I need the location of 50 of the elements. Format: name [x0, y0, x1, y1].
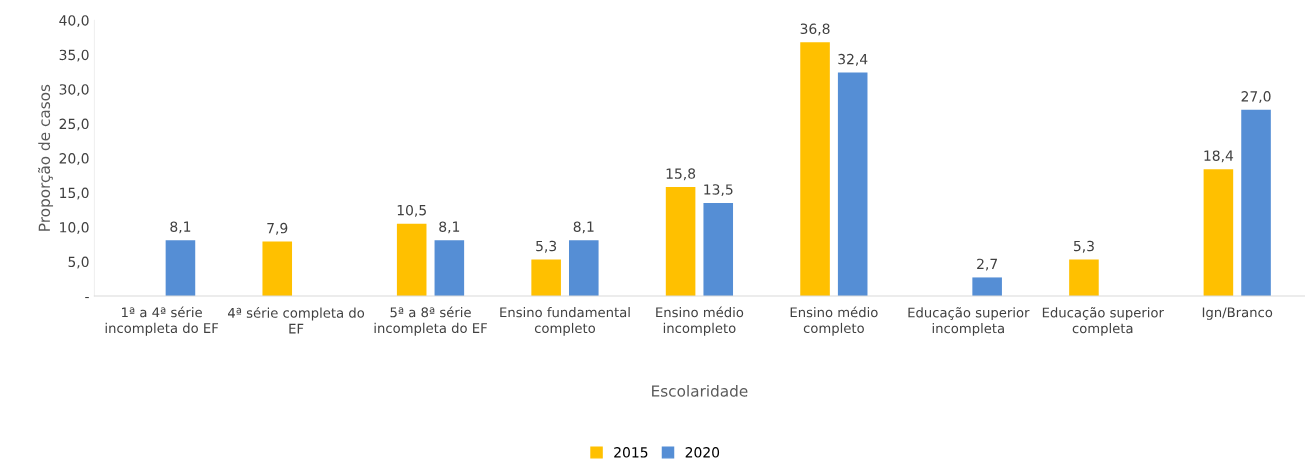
x-tick-label: 1ª a 4ª série incompleta do EF — [105, 306, 219, 336]
data-label: 36,8 — [800, 23, 830, 36]
bar — [800, 42, 830, 297]
y-tick-label: 20,0 — [59, 153, 89, 166]
data-label: 8,1 — [439, 221, 460, 234]
bar — [531, 259, 561, 297]
y-tick-label: - — [85, 296, 89, 299]
x-tick-label: Ign/Branco — [1202, 307, 1273, 320]
data-label: 10,5 — [397, 204, 426, 217]
bar — [262, 241, 293, 297]
bar — [1241, 109, 1271, 297]
legend-label: 2015 — [614, 447, 648, 458]
data-label: 2,7 — [977, 258, 997, 271]
data-label: 13,5 — [704, 184, 733, 197]
bar — [665, 187, 696, 297]
x-tick-label: Ensino fundamental completo — [500, 307, 630, 336]
data-label: 8,1 — [170, 221, 191, 234]
x-tick-label: 4ª série completa do EF — [227, 307, 365, 334]
bar — [703, 202, 734, 297]
x-axis-title: Escolaridade — [652, 384, 748, 397]
y-tick-label: 30,0 — [59, 84, 89, 97]
data-label: 27,0 — [1241, 91, 1271, 104]
y-axis-title: Proporção de casos — [38, 84, 54, 231]
y-tick-label: 15,0 — [60, 187, 89, 200]
y-tick-label: 40,0 — [59, 15, 89, 28]
bar — [396, 223, 427, 297]
x-tick-label: 5ª a 8ª série incompleta do EF — [374, 306, 487, 336]
bar — [972, 277, 1002, 297]
bar — [1203, 169, 1234, 297]
x-tick-label: Educação superior completa — [1042, 307, 1164, 336]
data-label: 15,8 — [666, 168, 696, 181]
x-tick-label: Ensino médio completo — [790, 306, 878, 336]
bar — [434, 240, 465, 297]
bar — [837, 72, 868, 297]
x-tick-label: Educação superior incompleta — [908, 307, 1030, 336]
legend-label: 2020 — [685, 447, 720, 458]
bar — [1069, 259, 1099, 297]
bar — [165, 240, 196, 297]
data-label: 32,4 — [838, 53, 868, 66]
data-label: 18,4 — [1204, 150, 1234, 163]
y-tick-label: 35,0 — [59, 49, 89, 62]
y-tick-label: 5,0 — [68, 256, 89, 269]
data-label: 8,1 — [573, 221, 594, 234]
bar — [569, 240, 599, 297]
y-tick-label: 25,0 — [59, 118, 89, 131]
data-label: 7,9 — [267, 222, 288, 235]
x-tick-label: Ensino médio incompleto — [656, 306, 744, 336]
data-label: 5,3 — [536, 240, 557, 253]
y-tick-label: 10,0 — [60, 222, 89, 234]
data-label: 5,3 — [1073, 240, 1094, 253]
